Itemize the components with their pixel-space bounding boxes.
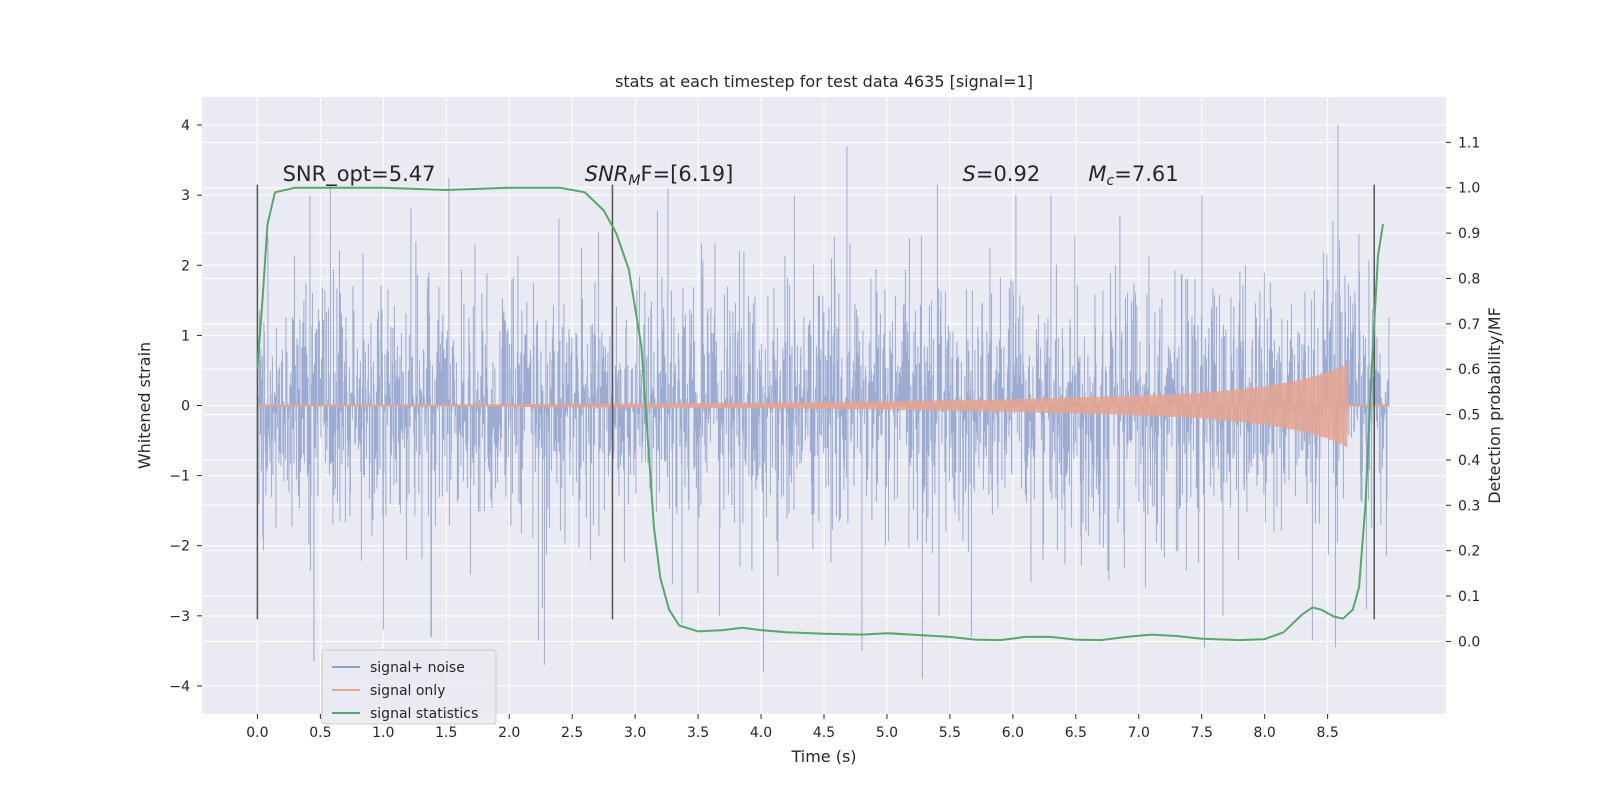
y-tick-label: 0 xyxy=(181,399,190,415)
x-tick-label: 5.5 xyxy=(939,725,961,741)
annotation-snr-mf: SNRMF=[6.19] xyxy=(585,162,734,189)
x-tick-label: 2.0 xyxy=(498,725,520,741)
x-axis-label: Time (s) xyxy=(790,747,856,766)
annotation-snr-mf-main: SNR xyxy=(585,162,629,186)
x-tick-label: 8.0 xyxy=(1254,725,1276,741)
x-tick-label: 2.5 xyxy=(561,725,583,741)
y2-tick-label: 1.1 xyxy=(1458,135,1480,151)
annotation-mc-rest: =7.61 xyxy=(1114,162,1178,186)
annotation-mc-sub: c xyxy=(1107,173,1115,189)
x-tick-label: 3.5 xyxy=(687,725,709,741)
x-tick-label: 1.0 xyxy=(372,725,394,741)
series-signal-statistics xyxy=(256,186,1384,642)
x-tick-label: 8.5 xyxy=(1317,725,1339,741)
legend-label-signal-noise: signal+ noise xyxy=(370,660,465,676)
x-tick-label: 7.5 xyxy=(1191,725,1213,741)
y-axis-label: Whitened strain xyxy=(135,342,154,469)
data-layer xyxy=(256,125,1390,679)
y2-tick-label: 0.2 xyxy=(1458,544,1480,560)
y2-axis-label: Detection probability/MF xyxy=(1485,307,1504,504)
y2-tick-label: 0.3 xyxy=(1458,498,1480,514)
y-tick-label: 1 xyxy=(181,328,190,344)
y2-tick-label: 0.9 xyxy=(1458,226,1480,242)
y2-tick-label: 0.0 xyxy=(1458,634,1480,650)
annotation-snr-opt: SNR_opt=5.47 xyxy=(283,162,436,187)
y2-tick-label: 0.4 xyxy=(1458,453,1480,469)
x-tick-label: 7.0 xyxy=(1128,725,1150,741)
y-tick-label: −2 xyxy=(169,539,190,555)
y-tick-label: −1 xyxy=(169,469,190,485)
y2-tick-label: 0.5 xyxy=(1458,408,1480,424)
y2-tick-label: 0.7 xyxy=(1458,317,1480,333)
y-tick-label: −4 xyxy=(169,679,190,695)
annotation-mc-value: Mc=7.61 xyxy=(1088,162,1178,189)
legend-label-signal-only: signal only xyxy=(370,683,445,699)
annotation-snr-mf-sub: M xyxy=(628,173,640,189)
x-tick-label: 4.0 xyxy=(750,725,772,741)
legend: signal+ noise signal only signal statist… xyxy=(321,649,497,725)
chart-title: stats at each timestep for test data 463… xyxy=(615,72,1033,91)
y2-tick-label: 1.0 xyxy=(1458,181,1480,197)
x-tick-label: 5.0 xyxy=(876,725,898,741)
time-markers xyxy=(256,184,1375,620)
annotation-s-rest: =0.92 xyxy=(976,162,1040,186)
x-tick-label: 1.5 xyxy=(435,725,457,741)
annotation-s-value: S=0.92 xyxy=(963,162,1041,186)
legend-label-signal-statistics: signal statistics xyxy=(370,706,478,722)
annotations: SNR_opt=5.47 SNRMF=[6.19] S=0.92 Mc=7.61 xyxy=(283,162,1179,189)
y-tick-label: 4 xyxy=(181,118,190,134)
x-tick-label: 6.0 xyxy=(1002,725,1024,741)
y-tick-label: −3 xyxy=(169,609,190,625)
annotation-s-main: S xyxy=(963,162,976,186)
x-tick-label: 3.0 xyxy=(624,725,646,741)
axes: 0.0 0.5 1.0 1.5 2.0 2.5 3.0 3.5 4.0 4.5 5.0 5.5 6.0 6… xyxy=(169,118,1480,741)
y2-tick-label: 0.8 xyxy=(1458,271,1480,287)
x-tick-label: 4.5 xyxy=(813,725,835,741)
x-tick-label: 0.0 xyxy=(246,725,268,741)
annotation-snr-mf-rest: F=[6.19] xyxy=(641,162,734,186)
annotation-mc-main: M xyxy=(1088,162,1106,186)
x-tick-label: 0.5 xyxy=(309,725,331,741)
y-tick-label: 2 xyxy=(181,258,190,274)
y2-tick-label: 0.6 xyxy=(1458,362,1480,378)
legend-box xyxy=(321,649,497,725)
y-tick-label: 3 xyxy=(181,188,190,204)
y2-tick-label: 0.1 xyxy=(1458,589,1480,605)
x-tick-label: 6.5 xyxy=(1065,725,1087,741)
